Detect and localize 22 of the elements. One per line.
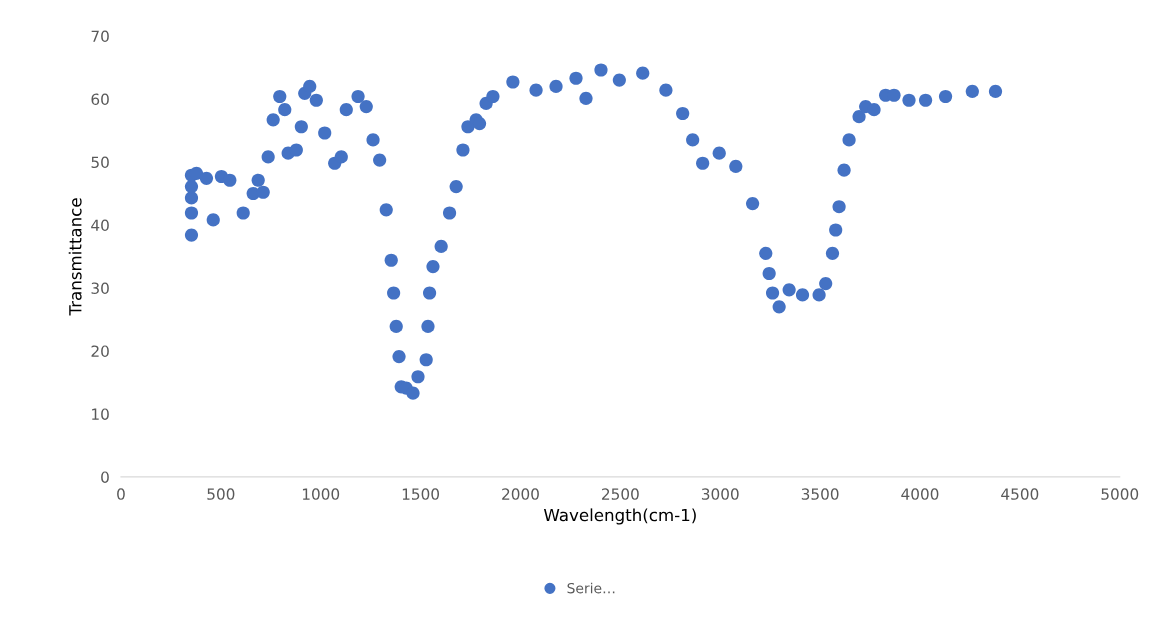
y-tick-label: 20 bbox=[91, 345, 109, 357]
y-tick-label: 70 bbox=[91, 30, 109, 43]
x-axis-title: Wavelength(cm-1) bbox=[543, 508, 696, 525]
y-tick-label: 50 bbox=[91, 156, 109, 169]
x-tick-label: 1000 bbox=[302, 488, 340, 500]
x-tick-label: 2000 bbox=[502, 488, 539, 500]
y-axis-title: Transmittance bbox=[68, 198, 82, 316]
x-tick-label: 4000 bbox=[901, 488, 939, 500]
x-tick-label: 3500 bbox=[801, 488, 839, 500]
x-tick-label: 1500 bbox=[402, 488, 440, 500]
x-tick-label: 500 bbox=[207, 488, 235, 500]
y-tick-label: 10 bbox=[92, 408, 109, 420]
y-tick-label: 30 bbox=[91, 282, 109, 294]
x-tick-label: 3000 bbox=[701, 488, 739, 500]
x-tick-label: 0 bbox=[117, 488, 125, 500]
y-tick-label: 60 bbox=[91, 93, 109, 106]
x-tick-label: 2500 bbox=[602, 488, 639, 500]
legend-label: Serie… bbox=[567, 582, 615, 594]
y-tick-label: 0 bbox=[101, 471, 109, 483]
x-tick-label: 4500 bbox=[1001, 488, 1039, 500]
x-tick-label: 5000 bbox=[1101, 488, 1139, 500]
y-tick-label: 40 bbox=[91, 219, 109, 231]
